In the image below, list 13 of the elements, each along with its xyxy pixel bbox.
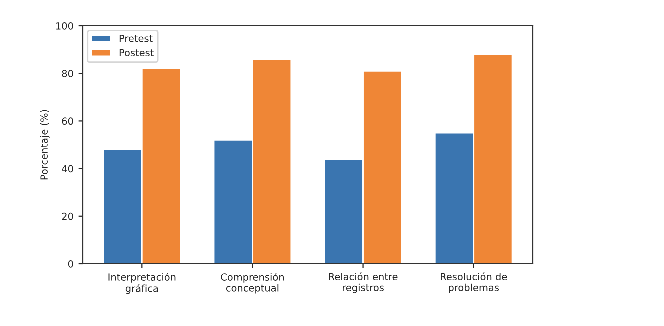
y-tick-label: 80 bbox=[62, 70, 74, 78]
legend-label: Postest bbox=[120, 49, 154, 57]
legend-label: Pretest bbox=[120, 35, 153, 42]
x-tick-label: Relación entre registros bbox=[329, 272, 398, 294]
y-tick-label: 40 bbox=[62, 165, 74, 173]
y-tick-label: 0 bbox=[68, 260, 74, 268]
y-axis-title: Porcentaje (%) bbox=[40, 110, 50, 180]
y-tick-label: 60 bbox=[62, 118, 74, 126]
y-tick-label: 100 bbox=[56, 22, 74, 30]
x-tick-label: Interpretación gráfica bbox=[108, 273, 176, 294]
y-tick-label: 20 bbox=[62, 212, 74, 220]
x-tick-label: Comprensión conceptual bbox=[221, 273, 284, 294]
x-tick-label: Resolución de problemas bbox=[441, 272, 508, 294]
